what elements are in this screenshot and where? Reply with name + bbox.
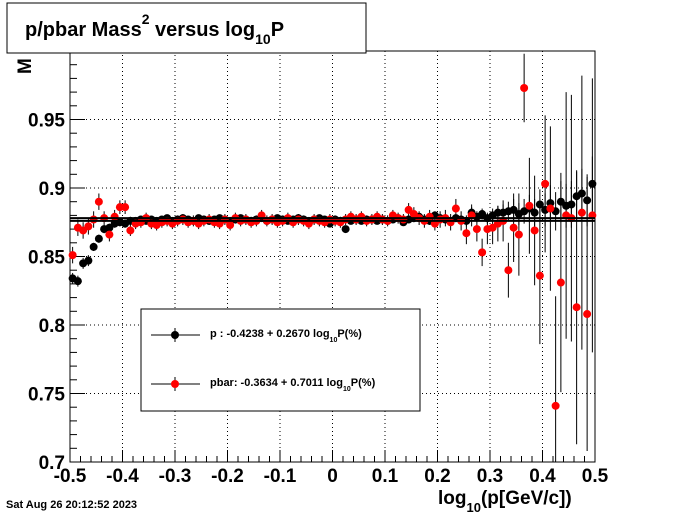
pbar-point [462,229,471,238]
timestamp: Sat Aug 26 20:12:52 2023 [6,499,137,511]
p-point [73,277,82,286]
p-point [89,242,98,251]
pbar-point [110,212,119,221]
p-point [341,225,350,234]
pbar-point [478,248,487,257]
legend-entry-pbar: pbar: -0.3634 + 0.7011 log10P(%) [151,377,376,393]
grid-lines [70,51,595,462]
x-axis-label: log10(p[GeV/c]) [438,488,572,514]
y-tick-label: 0.8 [39,316,65,337]
y-tick-label: 0.7 [39,453,65,474]
title-end: P [271,19,284,41]
pbar-point [89,215,98,224]
y-axis-label: M [15,58,36,74]
p-point [94,234,103,243]
legend-label-p-post: P(%) [337,328,362,340]
x-axis-label-pre: log [438,488,467,509]
pbar-point [556,278,565,287]
pbar-point [472,225,481,234]
pbar-point [577,208,586,217]
title-subscript: 10 [255,31,271,47]
pbar-point [514,230,523,239]
legend-label-p-text: p : -0.4238 + 0.2670 log [210,328,330,340]
pbar-point [530,226,539,235]
legend-label-pbar-sub: 10 [343,386,351,393]
y-tick-label: 0.9 [39,179,65,200]
x-tick-label: -0.5 [54,466,87,487]
axes: -0.5 -0.4 -0.3 -0.2 -0.1 0 0.1 0.2 0.3 0.4 0.5 0.7 0… [28,50,609,487]
x-tick-label: -0.4 [106,466,139,487]
pbar-point [105,230,114,239]
pbar-point [84,222,93,231]
pbar-point [451,204,460,213]
x-tick-label: 0 [327,466,338,487]
x-tick-label: 0.2 [424,466,450,487]
legend-marker-pbar [171,380,179,388]
pbar-point [583,310,592,319]
title-main: p/pbar Mass [25,19,142,41]
x-axis-label-post: (p[GeV/c]) [481,488,572,509]
p-point [535,200,544,209]
x-tick-label: 0.4 [529,466,556,487]
pbar-point [121,203,130,212]
x-tick-label: -0.2 [211,466,244,487]
pbar-point [551,401,560,410]
pbar-point [68,251,77,260]
x-tick-label: -0.1 [264,466,297,487]
pbar-point [535,271,544,280]
legend-box [140,308,421,412]
legend-marker-p [171,331,179,339]
fit-lines [70,217,595,222]
legend-label-pbar-post: P(%) [351,377,376,389]
p-point [84,256,93,265]
pbar-point [126,226,135,235]
pbar-point [525,201,534,210]
legend-label-p-sub: 10 [330,337,338,344]
y-tick-label: 0.95 [28,111,65,132]
x-tick-label: 0.3 [477,466,503,487]
x-tick-label: 0.1 [372,466,399,487]
pbar-point [509,223,518,232]
legend-label-p: p : -0.4238 + 0.2670 log10P(%) [210,328,362,344]
pbar-point [504,266,513,275]
title-mid: versus log [150,19,256,41]
x-axis-label-sub: 10 [467,500,481,514]
pbar-point [94,197,103,206]
pbar-point [399,215,408,224]
legend-label-pbar-text: pbar: -0.3634 + 0.7011 log [210,377,343,389]
legend-entry-p: p : -0.4238 + 0.2670 log10P(%) [151,328,362,344]
chart-title: p/pbar Mass2 versus log10P [25,11,284,47]
y-tick-label: 0.75 [28,385,65,406]
legend-label-pbar: pbar: -0.3634 + 0.7011 log10P(%) [210,377,376,393]
title-superscript: 2 [142,11,150,27]
x-tick-label: -0.3 [159,466,192,487]
pbar-point [572,303,581,312]
pbar-point [446,218,455,227]
pbar-point [425,212,434,221]
pbar-point [541,179,550,188]
pbar-point [520,83,529,92]
pbar-point [226,220,235,229]
y-tick-label: 0.85 [28,248,65,269]
title-box [6,2,367,54]
x-tick-label: 0.5 [582,466,609,487]
pbar-point [546,204,555,213]
